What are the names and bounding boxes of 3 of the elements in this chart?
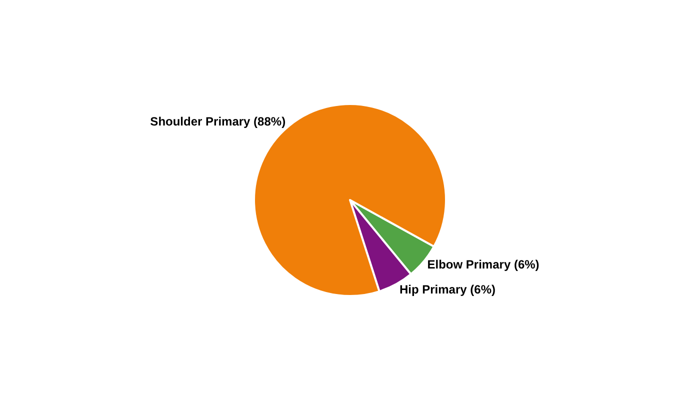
- slice-label: Elbow Primary (6%): [427, 257, 540, 272]
- slice-label: Shoulder Primary (88%): [150, 114, 286, 129]
- slice-label: Hip Primary (6%): [399, 282, 496, 297]
